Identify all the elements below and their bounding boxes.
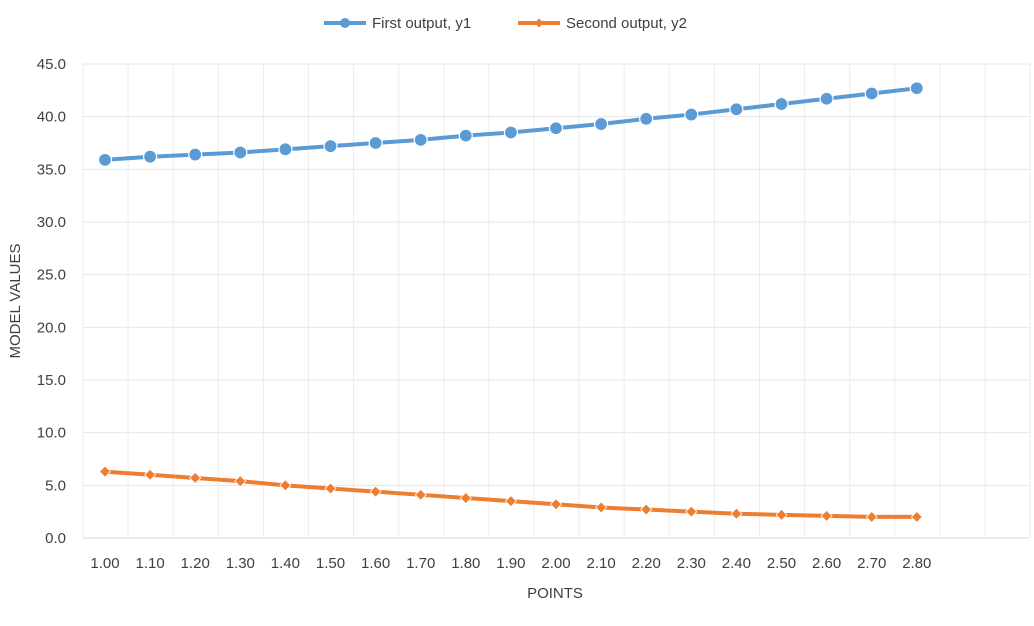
legend-label: Second output, y2 [566, 15, 687, 32]
series-2-point [504, 495, 517, 508]
legend-item-1: First output, y1 [324, 15, 471, 32]
legend: First output, y1 Second output, y2 [324, 15, 687, 32]
series-2 [98, 465, 923, 523]
series-1-point [729, 102, 744, 117]
series-2-point [459, 491, 472, 505]
y-axis-ticks: 0.0 5.0 10.0 15.0 20.0 25.0 30.0 35.0 40.0 45.0 [37, 56, 66, 547]
series-2-point [595, 501, 608, 514]
series-1-point [97, 152, 113, 167]
x-tick-label: 1.30 [226, 555, 255, 572]
series-2-point [865, 510, 878, 523]
series-1-point [233, 145, 248, 160]
x-axis-title: POINTS [527, 585, 583, 602]
series-2-point [189, 471, 202, 485]
x-tick-label: 1.80 [451, 555, 480, 572]
x-tick-label: 1.10 [135, 555, 164, 572]
series-group [97, 81, 924, 523]
y-tick-label: 40.0 [37, 109, 66, 126]
series-2-point [279, 479, 292, 492]
x-tick-label: 2.60 [812, 555, 841, 572]
x-tick-label: 1.40 [271, 555, 300, 572]
legend-item-2: Second output, y2 [518, 15, 687, 32]
x-tick-label: 2.50 [767, 555, 796, 572]
series-1-point [503, 125, 518, 140]
series-2-point [98, 465, 112, 478]
series-2-point [910, 510, 923, 523]
series-2-point [640, 503, 653, 516]
y-tick-label: 5.0 [45, 477, 66, 494]
series-2-point [144, 468, 157, 481]
series-1-point [368, 135, 383, 151]
series-2-point [775, 508, 788, 521]
series-1-point [413, 132, 428, 147]
series-1-point [639, 111, 654, 126]
series-2-line [103, 469, 919, 519]
series-2-point [369, 485, 382, 498]
series-1-point [188, 147, 203, 162]
y-tick-label: 0.0 [45, 530, 66, 547]
series-2-point [820, 509, 833, 522]
y-tick-label: 35.0 [37, 161, 66, 178]
x-tick-label: 2.80 [902, 555, 931, 572]
x-axis-ticks: 1.00 1.10 1.20 1.30 1.40 1.50 1.60 1.70 1.80 1.90… [90, 555, 931, 572]
y-tick-label: 30.0 [37, 214, 66, 231]
x-tick-label: 2.10 [586, 555, 615, 572]
x-tick-label: 1.20 [181, 555, 210, 572]
y-axis-title: MODEL VALUES [7, 243, 24, 358]
gridlines [82, 63, 1031, 539]
series-1-point [458, 128, 473, 143]
x-tick-label: 1.90 [496, 555, 525, 572]
series-2-point [549, 498, 563, 511]
legend-marker [534, 18, 544, 28]
x-tick-label: 2.20 [632, 555, 661, 572]
legend-label: First output, y1 [372, 15, 471, 32]
x-tick-label: 1.00 [90, 555, 119, 572]
x-tick-label: 2.40 [722, 555, 751, 572]
y-tick-label: 15.0 [37, 372, 66, 389]
series-1 [97, 81, 924, 167]
series-1-point [864, 86, 879, 101]
series-2-point [414, 488, 427, 501]
series-1-point [774, 96, 789, 112]
series-1-point [909, 81, 924, 96]
series-1-point [143, 149, 158, 164]
x-tick-label: 2.70 [857, 555, 886, 572]
series-1-point [684, 107, 699, 122]
series-2-point [685, 505, 698, 518]
series-2-point [730, 507, 743, 520]
series-1-point [548, 121, 564, 136]
series-2-point [234, 475, 247, 488]
x-tick-label: 2.30 [677, 555, 706, 572]
series-2-point [324, 482, 337, 495]
y-tick-label: 20.0 [37, 319, 66, 336]
y-tick-label: 25.0 [37, 267, 66, 284]
series-1-line [103, 86, 919, 162]
series-1-point [819, 91, 834, 106]
series-1-point [593, 116, 609, 132]
x-tick-label: 1.70 [406, 555, 435, 572]
y-tick-label: 10.0 [37, 425, 66, 442]
series-1-point [323, 139, 338, 154]
x-tick-label: 1.50 [316, 555, 345, 572]
legend-marker [340, 18, 350, 28]
x-tick-label: 2.00 [541, 555, 570, 572]
series-1-point [278, 142, 293, 157]
y-tick-label: 45.0 [37, 56, 66, 73]
x-tick-label: 1.60 [361, 555, 390, 572]
